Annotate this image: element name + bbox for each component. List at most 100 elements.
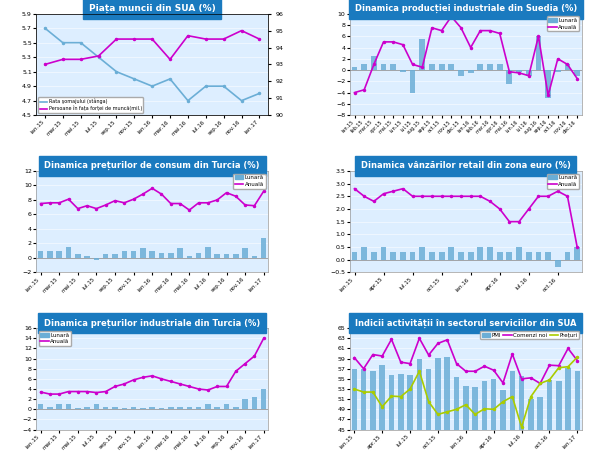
Bar bbox=[380, 247, 386, 260]
Bar bbox=[448, 247, 454, 260]
Bar bbox=[497, 252, 503, 260]
Bar bbox=[352, 369, 357, 457]
Bar bbox=[536, 36, 541, 70]
Bar bbox=[429, 252, 435, 260]
Bar bbox=[112, 407, 118, 409]
Bar bbox=[261, 389, 266, 409]
Bar bbox=[196, 253, 202, 258]
Bar bbox=[429, 64, 435, 70]
Bar bbox=[352, 67, 358, 70]
Bar bbox=[158, 253, 164, 258]
Bar bbox=[66, 247, 71, 258]
Bar bbox=[536, 252, 541, 260]
Bar bbox=[506, 70, 512, 84]
Title: Dinamica prețurilor de consum din Turcia (%): Dinamica prețurilor de consum din Turcia… bbox=[44, 161, 260, 170]
Bar bbox=[379, 365, 385, 457]
Title: Dinamica prețurilor industriale din Turcia (%): Dinamica prețurilor industriale din Turc… bbox=[44, 319, 260, 328]
Bar bbox=[122, 408, 127, 409]
Bar bbox=[468, 252, 473, 260]
Bar bbox=[407, 375, 413, 457]
Bar bbox=[103, 254, 109, 258]
Bar bbox=[187, 256, 192, 258]
Bar bbox=[177, 407, 183, 409]
Legend: Lunară, Anuală: Lunară, Anuală bbox=[233, 174, 266, 189]
Bar bbox=[196, 407, 202, 409]
Bar bbox=[158, 408, 164, 409]
Bar bbox=[435, 357, 441, 457]
Bar bbox=[140, 249, 146, 258]
Bar bbox=[85, 407, 90, 409]
Bar bbox=[391, 64, 396, 70]
Bar bbox=[478, 247, 483, 260]
Bar bbox=[509, 371, 515, 457]
Bar bbox=[131, 250, 136, 258]
Bar bbox=[398, 374, 404, 457]
Bar bbox=[487, 247, 493, 260]
Bar bbox=[38, 250, 43, 258]
Title: Piața muncii din SUA (%): Piața muncii din SUA (%) bbox=[89, 4, 215, 13]
Bar bbox=[75, 408, 80, 409]
Bar bbox=[491, 379, 496, 457]
Bar bbox=[140, 408, 146, 409]
Bar bbox=[545, 70, 551, 98]
Bar bbox=[574, 247, 580, 260]
Bar bbox=[391, 252, 396, 260]
Bar bbox=[251, 256, 257, 258]
Bar bbox=[75, 254, 80, 258]
Bar bbox=[448, 64, 454, 70]
Bar bbox=[419, 247, 425, 260]
Bar bbox=[168, 253, 173, 258]
Bar bbox=[482, 382, 487, 457]
Bar bbox=[56, 404, 62, 409]
Bar bbox=[149, 250, 155, 258]
Bar bbox=[497, 64, 503, 70]
Bar bbox=[47, 250, 53, 258]
Bar bbox=[361, 64, 367, 70]
Bar bbox=[94, 258, 99, 260]
Bar bbox=[361, 247, 367, 260]
Bar bbox=[516, 247, 522, 260]
Bar bbox=[526, 70, 532, 76]
Bar bbox=[556, 381, 562, 457]
Title: Dinamica producției industriale din Suedia (%): Dinamica producției industriale din Sued… bbox=[355, 4, 577, 13]
Bar bbox=[400, 252, 406, 260]
Bar bbox=[233, 254, 239, 258]
Legend: PMI, Comenzi noi, Prețuri: PMI, Comenzi noi, Prețuri bbox=[480, 331, 579, 339]
Legend: Rata şomajului (stânga), Persoane în fața forței de muncă(mil.): Rata şomajului (stânga), Persoane în faț… bbox=[38, 97, 143, 113]
Bar bbox=[131, 407, 136, 409]
Bar bbox=[472, 387, 478, 457]
Bar bbox=[410, 70, 415, 93]
Bar bbox=[242, 399, 248, 409]
Bar bbox=[85, 256, 90, 258]
Bar bbox=[439, 252, 445, 260]
Bar bbox=[361, 369, 367, 457]
Bar bbox=[439, 64, 445, 70]
Title: Dinamica vânzărilor retail din zona euro (%): Dinamica vânzărilor retail din zona euro… bbox=[361, 161, 571, 170]
Bar bbox=[205, 404, 211, 409]
Bar bbox=[547, 380, 552, 457]
Bar bbox=[419, 39, 425, 70]
Bar bbox=[400, 70, 406, 72]
Bar bbox=[103, 407, 109, 409]
Bar bbox=[47, 407, 53, 409]
Bar bbox=[177, 249, 183, 258]
Bar bbox=[458, 252, 464, 260]
Bar bbox=[463, 387, 469, 457]
Bar bbox=[122, 250, 127, 258]
Bar bbox=[445, 357, 450, 457]
Bar bbox=[416, 359, 422, 457]
Bar bbox=[487, 64, 493, 70]
Bar bbox=[555, 70, 561, 72]
Bar bbox=[528, 399, 533, 457]
Bar bbox=[56, 250, 62, 258]
Bar bbox=[187, 407, 192, 409]
Bar bbox=[66, 404, 71, 409]
Bar bbox=[261, 238, 266, 258]
Bar bbox=[371, 56, 377, 70]
Bar bbox=[371, 252, 377, 260]
Bar bbox=[224, 254, 229, 258]
Bar bbox=[370, 371, 376, 457]
Bar bbox=[352, 252, 358, 260]
Bar bbox=[500, 389, 506, 457]
Bar bbox=[565, 252, 571, 260]
